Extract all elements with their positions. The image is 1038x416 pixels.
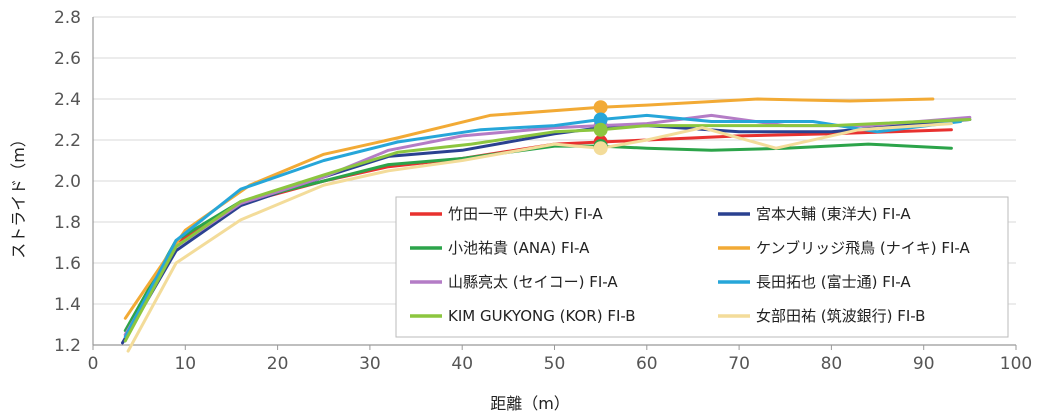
legend-label-6: KIM GUKYONG (KOR) FI-B xyxy=(448,307,636,325)
y-tick-label: 2.0 xyxy=(54,172,81,192)
legend-label-7: 女部田祐 (筑波銀行) FI-B xyxy=(756,307,925,325)
x-tick-label: 70 xyxy=(728,354,750,374)
y-tick-label: 1.4 xyxy=(54,295,81,315)
y-tick-labels: 1.2 1.4 1.6 1.8 2.0 2.2 2.4 2.6 2.8 xyxy=(54,8,81,356)
series-marker-3 xyxy=(593,100,608,115)
series-lines xyxy=(121,97,972,353)
legend: 竹田一平 (中央大) FI-A 宮本大輔 (東洋大) FI-A 小池祐貴 (ANA)… xyxy=(395,196,1009,338)
y-tick-label: 2.6 xyxy=(54,49,81,69)
x-tick-label: 90 xyxy=(913,354,935,374)
y-tick-label: 1.8 xyxy=(54,213,81,233)
legend-box xyxy=(395,196,1009,338)
legend-label-1: 宮本大輔 (東洋大) FI-A xyxy=(756,205,911,223)
y-tick-label: 1.6 xyxy=(54,254,81,274)
series-marker-6 xyxy=(593,122,608,137)
x-axis-title: 距離（m） xyxy=(490,394,570,413)
series-line-1 xyxy=(121,118,972,345)
y-tick-label: 2.4 xyxy=(54,90,81,110)
x-tick-labels: 0 10 20 30 40 50 60 70 80 90 100 xyxy=(88,354,1033,374)
x-tick-label: 40 xyxy=(451,354,473,374)
series-marker-5 xyxy=(593,112,608,127)
x-tick-label: 0 xyxy=(88,354,99,374)
x-tick-label: 100 xyxy=(1000,354,1032,374)
axes xyxy=(92,17,1017,350)
legend-label-5: 長田拓也 (富士通) FI-A xyxy=(756,273,911,291)
y-tick-label: 2.2 xyxy=(54,131,81,151)
series-line-7 xyxy=(126,122,953,353)
y-tick-label: 2.8 xyxy=(54,8,81,28)
x-tick-label: 10 xyxy=(174,354,196,374)
x-tick-label: 60 xyxy=(636,354,658,374)
y-tick-label: 1.2 xyxy=(54,336,81,356)
series-marker-7 xyxy=(593,141,608,156)
x-tick-label: 80 xyxy=(821,354,843,374)
x-tick-label: 20 xyxy=(267,354,289,374)
x-tick-label: 50 xyxy=(544,354,566,374)
series-line-5 xyxy=(123,113,963,339)
legend-label-4: 山縣亮太 (セイコー) FI-A xyxy=(448,273,618,291)
y-axis-title: ストライド（m） xyxy=(9,131,28,259)
highlight-markers xyxy=(593,100,608,156)
series-line-6 xyxy=(123,118,972,343)
legend-label-0: 竹田一平 (中央大) FI-A xyxy=(448,205,603,223)
x-tick-label: 30 xyxy=(359,354,381,374)
legend-label-2: 小池祐貴 (ANA) FI-A xyxy=(448,239,590,257)
legend-label-3: ケンブリッジ飛鳥 (ナイキ) FI-A xyxy=(756,239,970,257)
